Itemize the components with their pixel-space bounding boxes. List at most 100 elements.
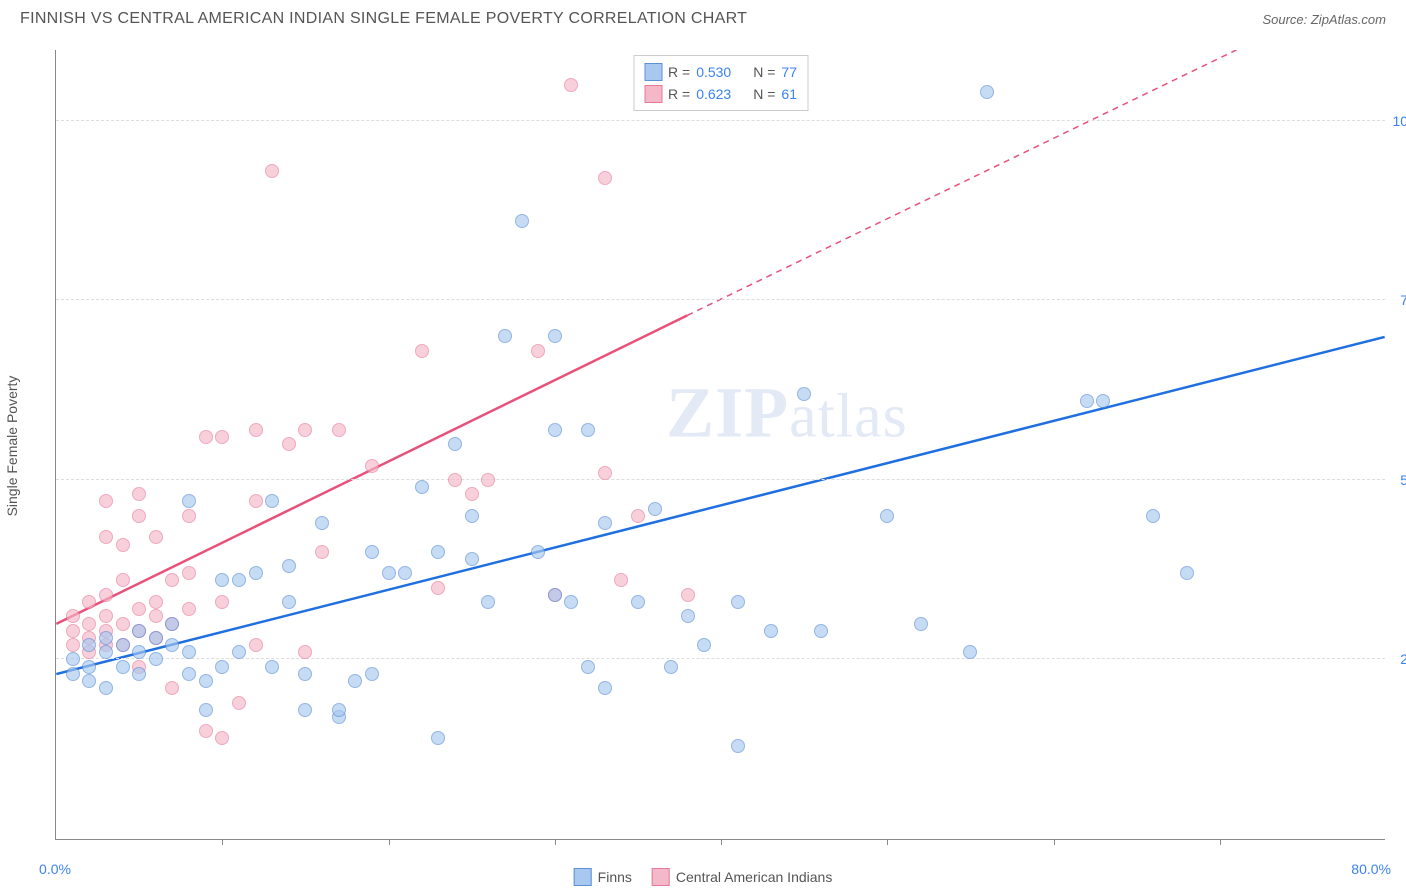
cai-point: [132, 487, 146, 501]
cai-point: [531, 344, 545, 358]
cai-point: [82, 595, 96, 609]
finns-point: [581, 423, 595, 437]
finns-point: [1146, 509, 1160, 523]
finns-point: [664, 660, 678, 674]
finns-point: [348, 674, 362, 688]
finns-point: [481, 595, 495, 609]
finns-point: [431, 731, 445, 745]
cai-point: [465, 487, 479, 501]
cai-point: [82, 617, 96, 631]
cai-point: [215, 731, 229, 745]
cai-point: [249, 423, 263, 437]
x-max-label: 80.0%: [1351, 861, 1391, 877]
finns-point: [548, 588, 562, 602]
finns-point: [315, 516, 329, 530]
finns-point: [731, 595, 745, 609]
cai-point: [199, 724, 213, 738]
swatch-finns-icon: [574, 868, 592, 886]
finns-point: [548, 423, 562, 437]
finns-point: [149, 652, 163, 666]
cai-point: [448, 473, 462, 487]
finns-point: [282, 595, 296, 609]
ytick-label: 25.0%: [1390, 651, 1406, 667]
gridline: [56, 658, 1385, 659]
finns-point: [431, 545, 445, 559]
finns-point: [365, 667, 379, 681]
finns-point: [365, 545, 379, 559]
finns-point: [564, 595, 578, 609]
finns-point: [215, 660, 229, 674]
finns-point: [332, 703, 346, 717]
cai-point: [215, 430, 229, 444]
cai-point: [298, 645, 312, 659]
finns-point: [531, 545, 545, 559]
finns-point: [116, 638, 130, 652]
finns-point: [99, 645, 113, 659]
finns-point: [265, 660, 279, 674]
cai-point: [99, 588, 113, 602]
finns-point: [731, 739, 745, 753]
xtick: [1054, 839, 1055, 845]
finns-point: [182, 494, 196, 508]
finns-point: [182, 645, 196, 659]
finns-point: [66, 667, 80, 681]
cai-point: [332, 423, 346, 437]
cai-point: [182, 566, 196, 580]
xtick: [555, 839, 556, 845]
legend-stats: R = 0.530 N = 77 R = 0.623 N = 61: [633, 55, 808, 111]
cai-point: [631, 509, 645, 523]
finns-point: [598, 516, 612, 530]
legend-item-cai: Central American Indians: [652, 868, 832, 886]
finns-point: [99, 681, 113, 695]
finns-point: [232, 645, 246, 659]
watermark: ZIPatlas: [666, 371, 908, 454]
finns-point: [282, 559, 296, 573]
cai-point: [99, 494, 113, 508]
cai-point: [564, 78, 578, 92]
finns-point: [265, 494, 279, 508]
cai-point: [99, 530, 113, 544]
xtick: [721, 839, 722, 845]
source-link[interactable]: ZipAtlas.com: [1311, 12, 1386, 27]
cai-point: [365, 459, 379, 473]
cai-point: [199, 430, 213, 444]
cai-point: [165, 681, 179, 695]
cai-point: [149, 595, 163, 609]
legend-stats-row-cai: R = 0.623 N = 61: [644, 83, 797, 105]
finns-point: [82, 638, 96, 652]
finns-point: [398, 566, 412, 580]
finns-point: [132, 667, 146, 681]
finns-point: [66, 652, 80, 666]
cai-point: [265, 164, 279, 178]
gridline: [56, 120, 1385, 121]
finns-point: [1180, 566, 1194, 580]
cai-point: [66, 609, 80, 623]
finns-point: [814, 624, 828, 638]
finns-point: [797, 387, 811, 401]
scatter-chart: ZIPatlas R = 0.530 N = 77 R = 0.623 N = …: [55, 50, 1385, 840]
cai-point: [116, 538, 130, 552]
chart-title: FINNISH VS CENTRAL AMERICAN INDIAN SINGL…: [20, 10, 747, 28]
finns-point: [116, 660, 130, 674]
finns-point: [82, 660, 96, 674]
cai-point: [116, 573, 130, 587]
cai-point: [431, 581, 445, 595]
finns-point: [415, 480, 429, 494]
y-axis-label: Single Female Poverty: [4, 376, 20, 517]
legend-stats-row-finns: R = 0.530 N = 77: [644, 61, 797, 83]
cai-point: [315, 545, 329, 559]
ytick-label: 100.0%: [1390, 113, 1406, 129]
xtick: [389, 839, 390, 845]
finns-point: [249, 566, 263, 580]
cai-point: [298, 423, 312, 437]
finns-point: [515, 214, 529, 228]
finns-point: [82, 674, 96, 688]
finns-point: [1080, 394, 1094, 408]
cai-point: [182, 509, 196, 523]
finns-point: [298, 667, 312, 681]
finns-point: [165, 617, 179, 631]
ytick-label: 75.0%: [1390, 292, 1406, 308]
finns-point: [963, 645, 977, 659]
swatch-cai: [644, 85, 662, 103]
swatch-finns: [644, 63, 662, 81]
